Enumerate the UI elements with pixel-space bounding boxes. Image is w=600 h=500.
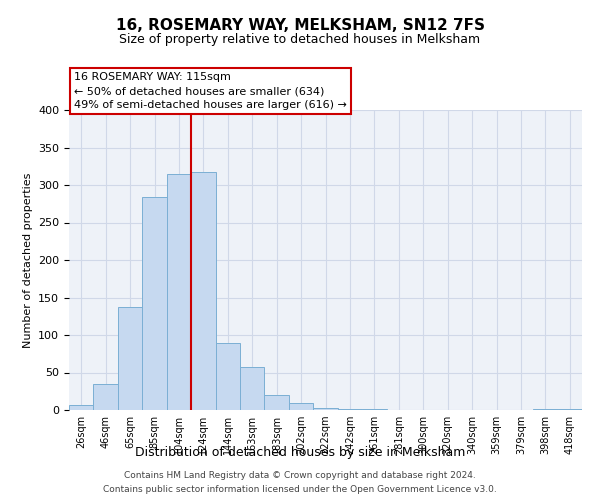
- Y-axis label: Number of detached properties: Number of detached properties: [23, 172, 32, 348]
- Text: Contains HM Land Registry data © Crown copyright and database right 2024.: Contains HM Land Registry data © Crown c…: [124, 472, 476, 480]
- Bar: [191, 172, 215, 410]
- Bar: [142, 197, 167, 410]
- Text: 16 ROSEMARY WAY: 115sqm
← 50% of detached houses are smaller (634)
49% of semi-d: 16 ROSEMARY WAY: 115sqm ← 50% of detache…: [74, 72, 347, 110]
- Bar: [265, 395, 289, 410]
- Bar: [69, 405, 94, 410]
- Bar: [289, 402, 313, 410]
- Bar: [94, 384, 118, 410]
- Text: Contains public sector information licensed under the Open Government Licence v3: Contains public sector information licen…: [103, 484, 497, 494]
- Bar: [557, 409, 582, 410]
- Bar: [240, 367, 265, 410]
- Bar: [118, 306, 142, 410]
- Bar: [338, 409, 362, 410]
- Bar: [215, 342, 240, 410]
- Bar: [533, 409, 557, 410]
- Bar: [362, 409, 386, 410]
- Bar: [313, 408, 338, 410]
- Text: Distribution of detached houses by size in Melksham: Distribution of detached houses by size …: [135, 446, 465, 459]
- Text: 16, ROSEMARY WAY, MELKSHAM, SN12 7FS: 16, ROSEMARY WAY, MELKSHAM, SN12 7FS: [115, 18, 485, 32]
- Text: Size of property relative to detached houses in Melksham: Size of property relative to detached ho…: [119, 32, 481, 46]
- Bar: [167, 174, 191, 410]
